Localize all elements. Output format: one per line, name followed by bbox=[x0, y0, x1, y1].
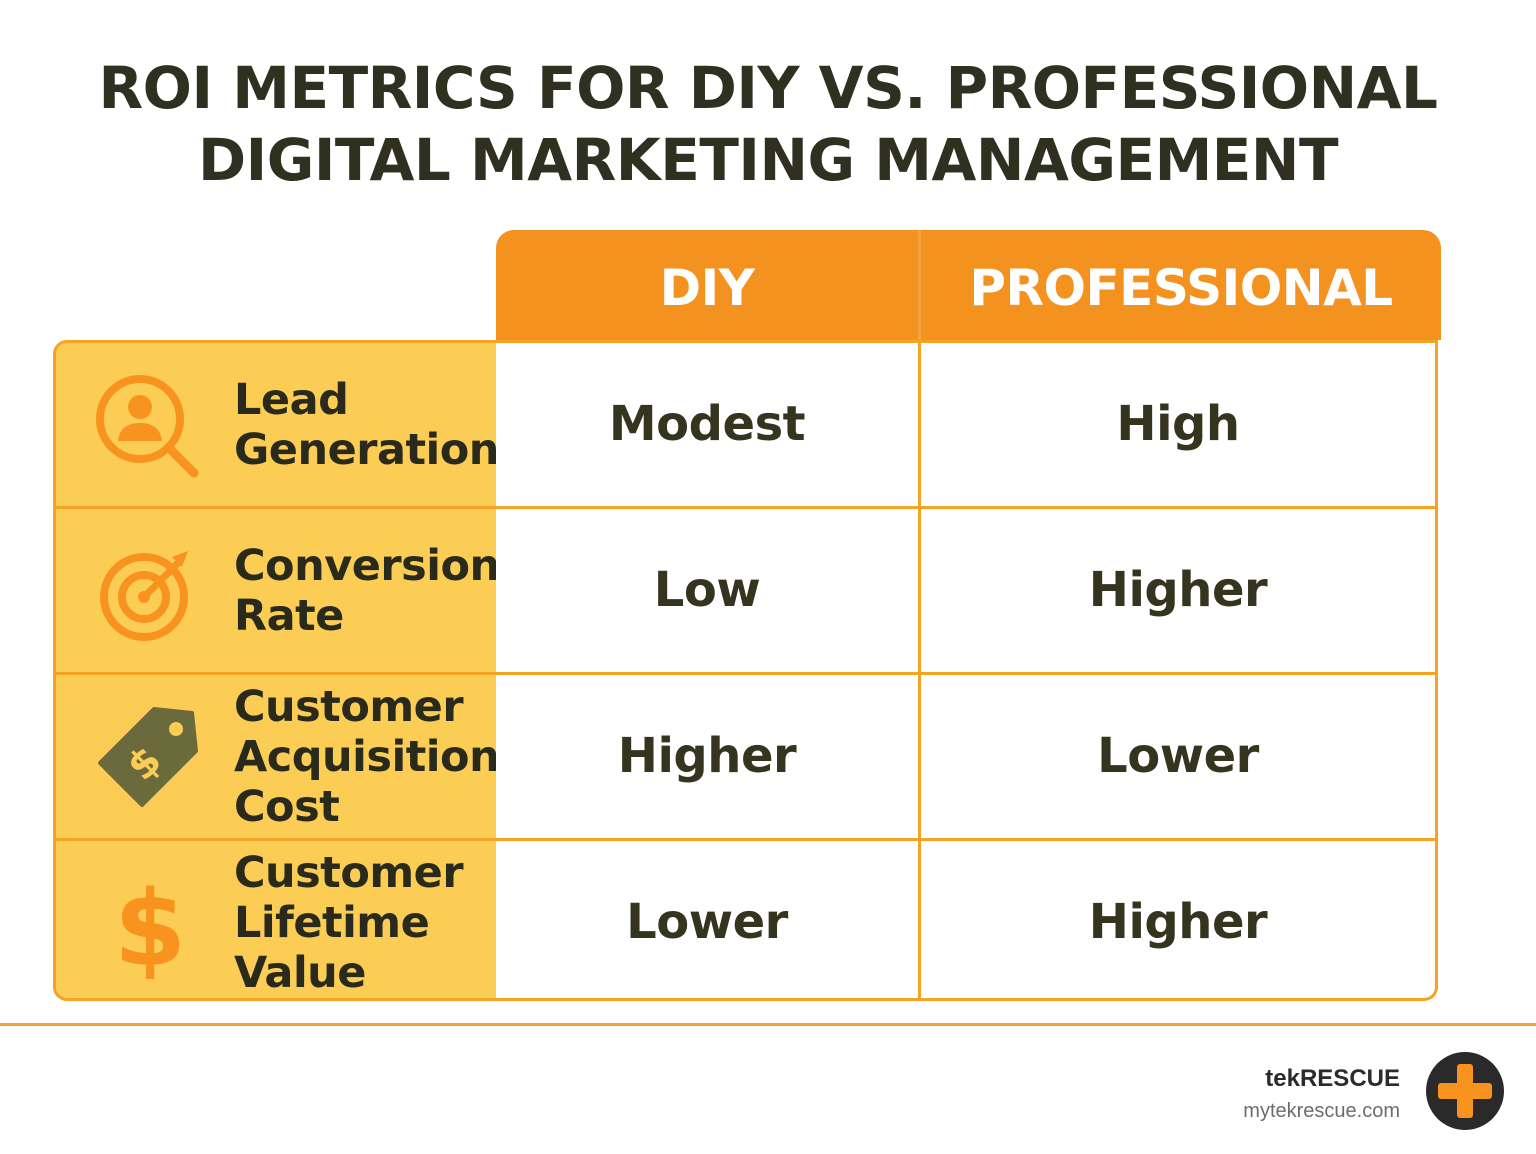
row-divider bbox=[56, 838, 499, 841]
metric-label: Conversion Rate bbox=[234, 540, 500, 641]
tekrescue-logo-plus-icon bbox=[1426, 1052, 1504, 1130]
row-divider bbox=[496, 506, 1435, 509]
metric-label: Customer Lifetime Value bbox=[234, 847, 464, 998]
row-divider bbox=[496, 838, 1435, 841]
title-line-1: ROI METRICS FOR DIY VS. PROFESSIONAL bbox=[98, 54, 1439, 122]
metric-row-lead-generation: Lead Generation bbox=[56, 343, 499, 506]
metric-label: Lead Generation bbox=[234, 374, 499, 475]
cell-diy: Lower bbox=[626, 894, 788, 950]
cell-professional: Lower bbox=[1097, 728, 1259, 784]
footer-divider bbox=[0, 1023, 1536, 1026]
row-divider bbox=[56, 672, 499, 675]
table-header: DIY PROFESSIONAL bbox=[496, 230, 1441, 340]
dollar-sign-icon: $ bbox=[114, 869, 186, 979]
row-divider bbox=[496, 672, 1435, 675]
title-line-2: DIGITAL MARKETING MANAGEMENT bbox=[197, 126, 1339, 194]
svg-text:$: $ bbox=[114, 869, 186, 979]
target-arrow-icon bbox=[100, 551, 188, 641]
cell-professional: Higher bbox=[1088, 562, 1268, 618]
user-search-icon bbox=[96, 375, 199, 478]
cell-diy: Modest bbox=[608, 396, 806, 452]
cell-diy: Low bbox=[653, 562, 761, 618]
page-title: ROI METRICS FOR DIY VS. PROFESSIONAL DIG… bbox=[0, 52, 1536, 196]
price-tag-dollar-icon: $ bbox=[98, 707, 198, 807]
column-header-diy: DIY bbox=[659, 259, 755, 317]
brand-url[interactable]: mytekrescue.com bbox=[1243, 1100, 1400, 1122]
row-divider bbox=[56, 506, 499, 509]
cell-professional: Higher bbox=[1088, 894, 1268, 950]
header-divider bbox=[918, 230, 921, 340]
cell-diy: Higher bbox=[617, 728, 797, 784]
brand-name: tekRESCUE bbox=[1265, 1065, 1400, 1092]
cell-professional: High bbox=[1116, 396, 1240, 452]
brand-block: tekRESCUE mytekrescue.com bbox=[1243, 1064, 1400, 1128]
metric-row-conversion-rate: Conversion Rate bbox=[56, 509, 499, 672]
metric-label-column: Lead Generation Conversion Rate $ Custom… bbox=[53, 340, 502, 1001]
metric-label: Customer Acquisition Cost bbox=[234, 681, 500, 832]
metric-row-customer-acquisition-cost: $ Customer Acquisition Cost bbox=[56, 675, 499, 838]
values-area: Modest High Low Higher Higher Lower Lowe… bbox=[496, 340, 1438, 1001]
column-divider bbox=[918, 343, 921, 998]
comparison-table: Lead Generation Conversion Rate $ Custom… bbox=[53, 340, 1441, 1001]
metric-row-customer-lifetime-value: $ Customer Lifetime Value bbox=[56, 841, 499, 998]
column-header-professional: PROFESSIONAL bbox=[969, 259, 1393, 317]
